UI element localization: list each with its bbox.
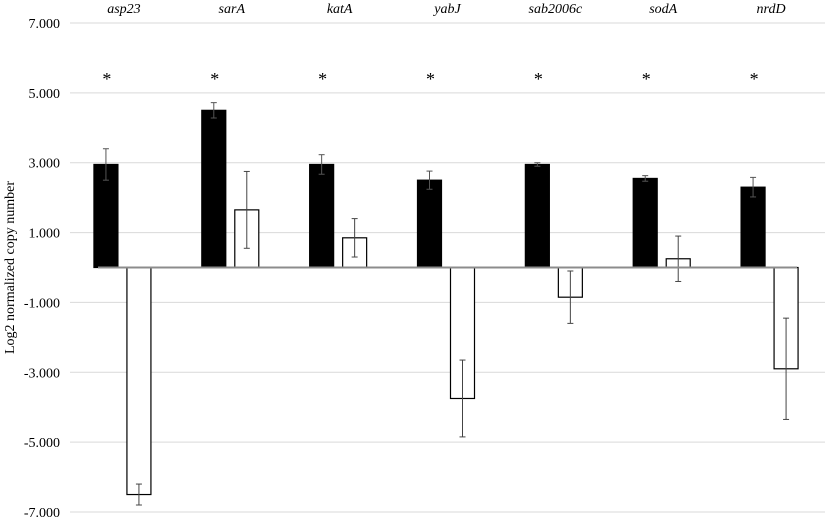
bar-series-1: [201, 109, 227, 269]
category-labels: asp23 sarA katA yabJ sab2006c sodA nrdD: [107, 2, 785, 17]
significance-star: *: [534, 69, 543, 89]
bar-series-1: [416, 179, 443, 269]
y-tick-label: -7.000: [24, 506, 60, 517]
significance-star: *: [210, 69, 219, 89]
significance-star: *: [642, 69, 651, 89]
category-label: sarA: [219, 2, 246, 17]
bar-series-1: [93, 163, 119, 269]
bar-series-1: [524, 163, 550, 269]
y-axis: 7.000 5.000 3.000 1.000 -1.000 -3.000 -5.000 -7…: [24, 17, 60, 517]
bar-series-1: [309, 163, 335, 269]
gridlines: [70, 22, 825, 513]
category-label: katA: [327, 2, 353, 17]
significance-star: *: [102, 69, 111, 89]
category-label: asp23: [107, 2, 140, 17]
category-label: sodA: [649, 2, 677, 17]
y-axis-label: Log2 normalized copy number: [3, 181, 18, 354]
y-tick-label: 7.000: [29, 17, 61, 32]
significance-markers: * * * * * * *: [102, 69, 758, 89]
significance-star: *: [750, 69, 759, 89]
error-bars: [102, 102, 790, 506]
y-tick-label: -3.000: [24, 366, 60, 381]
y-tick-label: 1.000: [29, 227, 61, 242]
bars: [93, 109, 799, 496]
bar-series-1: [632, 177, 658, 269]
y-tick-label: 5.000: [29, 87, 61, 102]
category-label: nrdD: [757, 2, 786, 17]
y-tick-label: 3.000: [29, 157, 61, 172]
y-tick-label: -1.000: [24, 296, 60, 311]
significance-star: *: [426, 69, 435, 89]
category-label: sab2006c: [529, 2, 583, 17]
significance-star: *: [318, 69, 327, 89]
bar-series-1: [740, 186, 766, 269]
category-label: yabJ: [432, 2, 461, 17]
y-tick-label: -5.000: [24, 436, 60, 451]
bar-series-2: [126, 266, 152, 496]
